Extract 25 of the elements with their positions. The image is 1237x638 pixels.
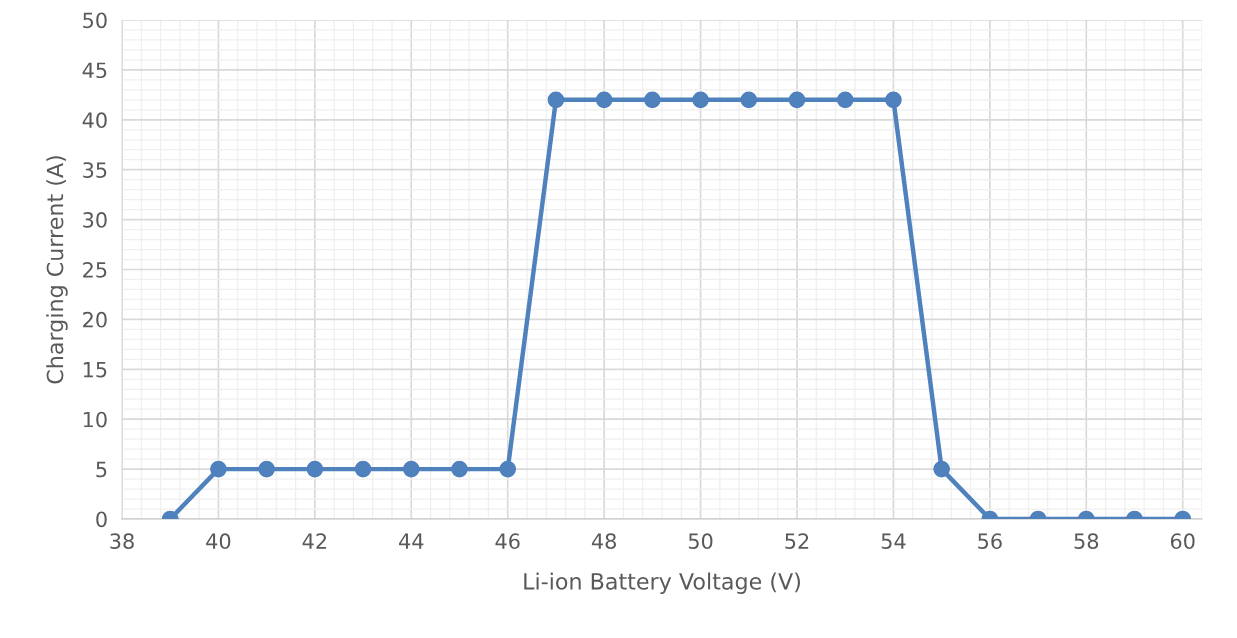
- y-tick-label: 50: [83, 12, 107, 29]
- y-axis-title: Charging Current (A): [46, 156, 68, 384]
- y-tick-label: 20: [83, 311, 107, 328]
- x-tick-label: 40: [206, 533, 231, 550]
- x-tick-label: 38: [110, 533, 134, 550]
- y-tick-label: 25: [83, 261, 107, 278]
- x-tick-label: 52: [785, 533, 809, 550]
- x-tick-label: 46: [495, 533, 520, 550]
- x-tick-label: 42: [302, 533, 327, 549]
- y-tick-label: 30: [83, 212, 107, 228]
- y-tick-label: 40: [82, 112, 107, 129]
- x-tick-label: 58: [1074, 533, 1099, 550]
- x-tick-label: 48: [591, 533, 616, 550]
- y-tick-label: 10: [83, 411, 107, 428]
- x-tick-label: 50: [688, 533, 713, 550]
- x-tick-label: 60: [1170, 533, 1195, 550]
- x-tick-label: 54: [881, 533, 906, 550]
- x-tick-label: 44: [399, 533, 424, 549]
- y-tick-label: 15: [83, 362, 107, 378]
- y-tick-label: 0: [96, 511, 107, 528]
- x-axis-title: Li-ion Battery Voltage (V): [524, 572, 800, 594]
- y-tick-label: 45: [82, 62, 107, 79]
- y-tick-label: 5: [96, 461, 107, 478]
- x-tick-label: 56: [978, 533, 1002, 550]
- y-tick-label: 35: [83, 162, 107, 178]
